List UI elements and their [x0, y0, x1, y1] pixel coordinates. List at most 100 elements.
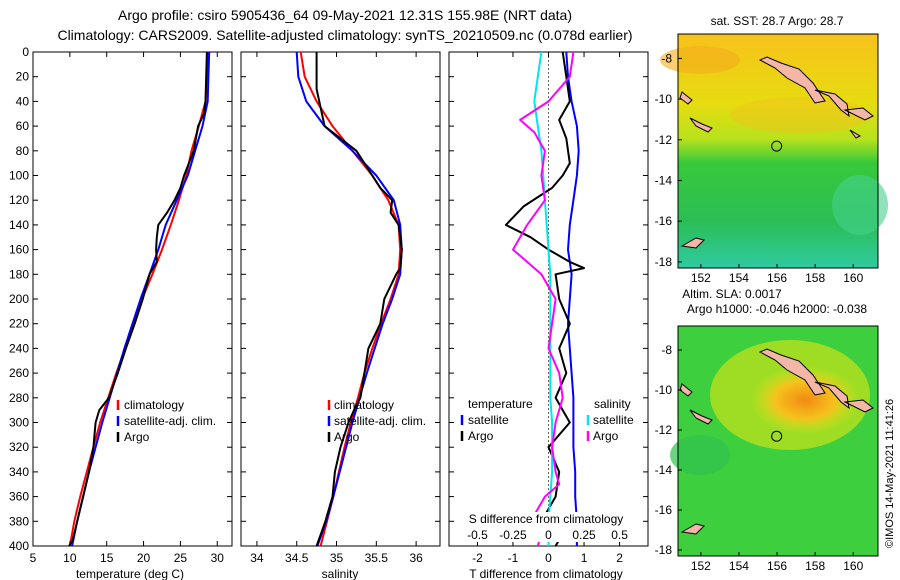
series-line-argo [315, 52, 403, 546]
sla-map-argo-marker [771, 430, 783, 442]
series-line-climatology [299, 52, 402, 546]
latitude-tick-label: -18 [655, 255, 673, 269]
latitude-tick-label: -12 [655, 133, 673, 147]
difference-legend-s-argo: Argo [593, 429, 619, 443]
longitude-tick-label: 156 [767, 271, 787, 285]
S-xtick-label: 35 [330, 551, 344, 565]
latitude-tick-label: -10 [655, 92, 673, 106]
depth-tick-label: 380 [9, 514, 29, 528]
S-xtick-label: 34 [250, 551, 264, 565]
D-xtick-label: 1 [581, 551, 588, 565]
salinity-diff-tick-label: 0 [545, 528, 552, 542]
T-xtick-label: 25 [174, 551, 188, 565]
series-line-t-argo [504, 52, 585, 546]
salinity-diff-tick-label: 0.5 [611, 528, 628, 542]
depth-tick-label: 200 [9, 292, 29, 306]
latitude-tick-label: -8 [661, 51, 672, 65]
temperature-axis-label: temperature (deg C) [76, 567, 184, 580]
temperature-plot-frame [32, 51, 233, 547]
latitude-tick-label: -8 [661, 343, 672, 357]
series-line-s-argo [512, 52, 575, 546]
T-xtick-label: 30 [211, 551, 225, 565]
longitude-tick-label: 152 [691, 559, 711, 573]
difference-panel: -2 -1 0 1 2 T difference from climatology S … [448, 51, 649, 580]
series-line-t-satellite [565, 52, 580, 546]
depth-tick-label: 40 [16, 94, 30, 108]
sst-map: sat. SST: 28.7 Argo: 28.7 152 154 156 158 16… [655, 14, 888, 285]
series-line-s-satellite [533, 52, 554, 546]
salinity-diff-tick-label: -0.5 [467, 528, 488, 542]
sla-map: Altim. SLA: 0.0017 Argo h1000: -0.046 h2… [655, 287, 879, 573]
longitude-tick-label: 154 [729, 271, 749, 285]
D-xtick-label: -1 [508, 551, 519, 565]
legend-heading-temperature: temperature [468, 397, 533, 411]
depth-tick-label: 0 [22, 45, 29, 59]
longitude-tick-label: 156 [767, 559, 787, 573]
sst-map-coastline [679, 56, 874, 249]
legend-heading-salinity: salinity [594, 397, 631, 411]
longitude-tick-label: 160 [843, 271, 863, 285]
salinity-legend-climatology: climatology [334, 398, 394, 412]
sla-map-title-line2: Argo h1000: -0.046 h2000: -0.038 [687, 302, 867, 316]
depth-tick-label: 260 [9, 366, 29, 380]
latitude-tick-label: -14 [655, 463, 673, 477]
temperature-legend-satellite: satellite-adj. clim. [124, 414, 216, 428]
T-xtick-label: 20 [137, 551, 151, 565]
longitude-tick-label: 160 [843, 559, 863, 573]
D-xtick-label: 2 [616, 551, 623, 565]
latitude-tick-label: -16 [655, 503, 673, 517]
longitude-tick-label: 158 [805, 271, 825, 285]
depth-tick-label: 360 [9, 490, 29, 504]
sst-map-argo-marker [771, 140, 783, 152]
difference-legend-s-satellite: satellite [593, 413, 634, 427]
depth-tick-label: 60 [16, 119, 30, 133]
header-title-line1: Argo profile: csiro 5905436_64 09-May-20… [118, 7, 572, 23]
D-xtick-label: -2 [472, 551, 483, 565]
salinity-panel: 34 34.5 35 35.5 36 salinity climatology sate… [240, 51, 441, 580]
salinity-legend-argo: Argo [334, 430, 360, 444]
temperature-legend-argo: Argo [124, 430, 150, 444]
depth-tick-label: 160 [9, 243, 29, 257]
salinity-diff-tick-label: -0.25 [499, 528, 527, 542]
latitude-tick-label: -14 [655, 174, 673, 188]
T-xtick-label: 10 [63, 551, 77, 565]
longitude-tick-label: 158 [805, 559, 825, 573]
S-xtick-label: 34.5 [285, 551, 309, 565]
latitude-tick-label: -10 [655, 383, 673, 397]
S-xtick-label: 36 [409, 551, 423, 565]
depth-tick-label: 100 [9, 169, 29, 183]
salinity-legend: climatology satellite-adj. clim. Argo [327, 398, 426, 444]
depth-tick-label: 20 [16, 70, 30, 84]
temperature-legend-climatology: climatology [124, 398, 184, 412]
series-line-argo [68, 52, 208, 546]
sla-map-coastline [679, 348, 874, 535]
salinity-axis-label: salinity [322, 567, 359, 580]
depth-tick-label: 240 [9, 341, 29, 355]
latitude-tick-label: -18 [655, 543, 673, 557]
difference-axis-label: T difference from climatology [469, 567, 623, 580]
difference-legend-t-argo: Argo [468, 429, 494, 443]
latitude-tick-label: -12 [655, 423, 673, 437]
depth-tick-label: 120 [9, 193, 29, 207]
depth-tick-label: 340 [9, 465, 29, 479]
difference-legend: temperature salinity satellite Argo sate… [460, 397, 634, 443]
salinity-difference-axis-label: S difference from climatology [469, 512, 624, 526]
difference-legend-t-satellite: satellite [468, 413, 509, 427]
S-xtick-label: 35.5 [365, 551, 389, 565]
depth-tick-label: 80 [16, 144, 30, 158]
depth-tick-label: 180 [9, 267, 29, 281]
T-xtick-label: 5 [30, 551, 37, 565]
salinity-legend-satellite: satellite-adj. clim. [334, 414, 426, 428]
T-xtick-label: 15 [100, 551, 114, 565]
latitude-tick-label: -16 [655, 214, 673, 228]
depth-tick-label: 300 [9, 416, 29, 430]
longitude-tick-label: 152 [691, 271, 711, 285]
longitude-tick-label: 154 [729, 559, 749, 573]
depth-tick-label: 320 [9, 440, 29, 454]
depth-tick-label: 220 [9, 317, 29, 331]
temperature-legend: climatology satellite-adj. clim. Argo [116, 398, 216, 444]
salinity-diff-tick-label: 0.25 [572, 528, 596, 542]
D-xtick-label: 0 [545, 551, 552, 565]
difference-plot-frame [448, 51, 649, 547]
